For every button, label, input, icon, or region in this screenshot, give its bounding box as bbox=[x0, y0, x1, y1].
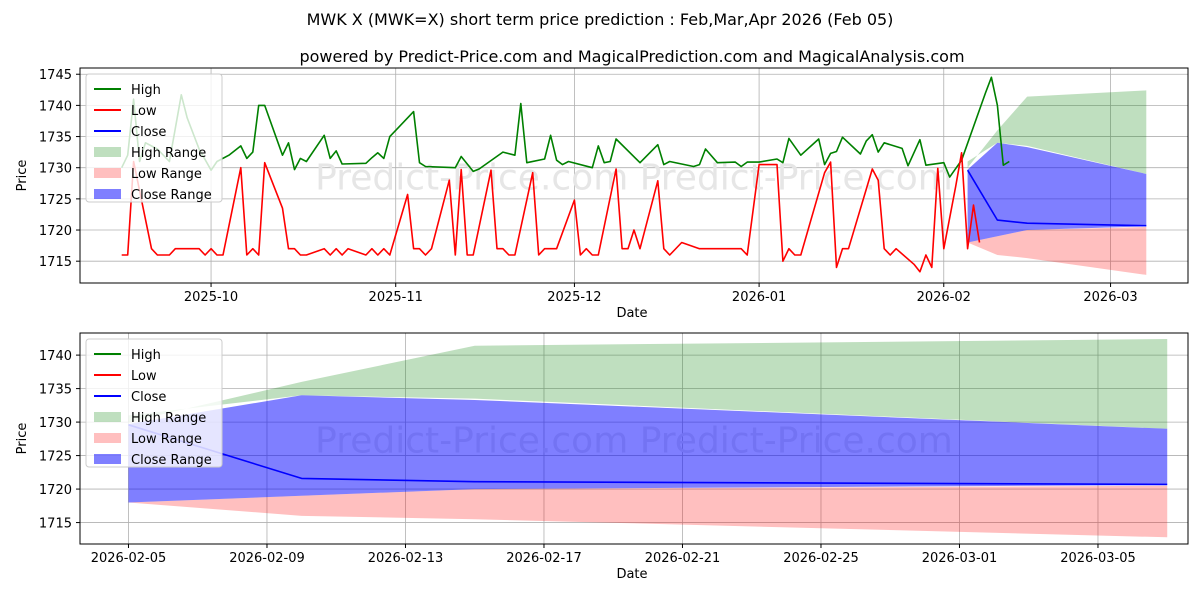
legend-label: Low Range bbox=[131, 432, 202, 447]
x-tick-label: 2026-03-05 bbox=[1060, 551, 1136, 566]
legend-label: High Range bbox=[131, 411, 206, 426]
x-tick-label: 2025-11 bbox=[369, 290, 423, 305]
y-tick-label: 1725 bbox=[39, 193, 72, 208]
legend-label: Low bbox=[131, 104, 157, 119]
legend: High Low Close High Range Low Range Close Ran… bbox=[85, 338, 223, 468]
high-series-line bbox=[120, 76, 1010, 178]
x-tick-label: 2026-02-21 bbox=[645, 551, 721, 566]
x-tick-label: 2026-02-09 bbox=[229, 551, 305, 566]
legend-label: Close bbox=[131, 390, 166, 405]
low-range-band bbox=[967, 226, 1147, 275]
low-series-line bbox=[121, 152, 981, 273]
y-tick-label: 1745 bbox=[39, 68, 72, 83]
legend-label: Close Range bbox=[131, 188, 212, 203]
x-axis-label: Date bbox=[616, 306, 647, 321]
watermark: Predict-Price.com Predict-Price.com bbox=[315, 158, 953, 199]
close-range-band bbox=[128, 395, 1168, 503]
legend-label: High bbox=[131, 83, 161, 98]
x-tick-label: 2026-03 bbox=[1083, 290, 1137, 305]
plot-area bbox=[120, 76, 1147, 275]
y-axis-label: Price bbox=[15, 423, 30, 455]
chart-title: MWK X (MWK=X) short term price predictio… bbox=[307, 10, 894, 29]
axes-frame bbox=[79, 67, 1189, 284]
legend-box bbox=[85, 338, 223, 468]
legend-label: Close Range bbox=[131, 453, 212, 468]
y-tick-label: 1740 bbox=[39, 99, 72, 114]
close-series-line bbox=[966, 169, 1147, 227]
legend-swatch-low-range bbox=[94, 433, 121, 443]
legend-label: High bbox=[131, 348, 161, 363]
y-axis-label: Price bbox=[15, 160, 30, 192]
x-tick-label: 2025-10 bbox=[184, 290, 238, 305]
x-tick-label: 2026-02 bbox=[917, 290, 971, 305]
top-panel: Predict-Price.com Predict-Price.com 2025-… bbox=[15, 67, 1189, 321]
y-tick-label: 1720 bbox=[39, 224, 72, 239]
chart-subtitle: powered by Predict-Price.com and Magical… bbox=[299, 47, 964, 66]
x-tick-label: 2026-02-13 bbox=[368, 551, 444, 566]
legend-swatch-low-range bbox=[94, 168, 121, 178]
legend-box bbox=[85, 73, 223, 203]
y-tick-label: 1730 bbox=[39, 162, 72, 177]
legend-swatch-close-range bbox=[94, 189, 121, 199]
legend-label: Low Range bbox=[131, 167, 202, 182]
x-axis-label: Date bbox=[616, 567, 647, 582]
y-tick-label: 1725 bbox=[39, 450, 72, 465]
legend-label: High Range bbox=[131, 146, 206, 161]
legend-swatch-high-range bbox=[94, 147, 121, 157]
plot-area bbox=[128, 339, 1168, 538]
x-tick-label: 2026-02-17 bbox=[506, 551, 582, 566]
legend-label: Low bbox=[131, 369, 157, 384]
y-tick-label: 1740 bbox=[39, 349, 72, 364]
y-tick-label: 1720 bbox=[39, 483, 72, 498]
axes-frame bbox=[79, 332, 1189, 545]
close-range-band bbox=[967, 142, 1147, 243]
high-range-band bbox=[967, 90, 1147, 174]
legend: High Low Close High Range Low Range Close Ran… bbox=[85, 73, 223, 203]
y-tick-label: 1735 bbox=[39, 383, 72, 398]
legend-label: Close bbox=[131, 125, 166, 140]
y-tick-label: 1735 bbox=[39, 131, 72, 146]
low-range-band bbox=[128, 485, 1168, 538]
y-tick-label: 1715 bbox=[39, 517, 72, 532]
legend-swatch-high-range bbox=[94, 412, 121, 422]
x-tick-label: 2026-02-05 bbox=[91, 551, 167, 566]
x-tick-label: 2026-01 bbox=[732, 290, 786, 305]
high-range-band bbox=[128, 339, 1168, 429]
y-tick-label: 1715 bbox=[39, 255, 72, 270]
x-tick-label: 2026-03-01 bbox=[922, 551, 998, 566]
x-tick-label: 2026-02-25 bbox=[783, 551, 859, 566]
bottom-panel: Predict-Price.com Predict-Price.com2026-… bbox=[15, 332, 1189, 582]
y-tick-label: 1730 bbox=[39, 416, 72, 431]
legend-swatch-close-range bbox=[94, 454, 121, 464]
x-tick-label: 2025-12 bbox=[547, 290, 601, 305]
